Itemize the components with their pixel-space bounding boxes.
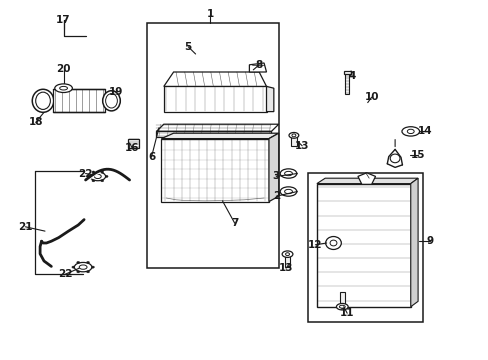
Ellipse shape xyxy=(77,271,80,273)
Ellipse shape xyxy=(407,129,413,134)
Bar xyxy=(290,136,296,146)
Ellipse shape xyxy=(77,261,80,264)
Polygon shape xyxy=(316,184,410,307)
Ellipse shape xyxy=(288,132,298,138)
Polygon shape xyxy=(343,71,350,74)
Ellipse shape xyxy=(74,262,92,272)
Bar xyxy=(284,254,290,267)
Polygon shape xyxy=(316,178,417,184)
Ellipse shape xyxy=(91,266,94,268)
Ellipse shape xyxy=(282,251,292,257)
Ellipse shape xyxy=(329,240,336,246)
Ellipse shape xyxy=(87,175,90,177)
Polygon shape xyxy=(357,173,375,184)
Polygon shape xyxy=(410,178,417,307)
Ellipse shape xyxy=(60,86,67,90)
Ellipse shape xyxy=(105,94,117,108)
Text: 16: 16 xyxy=(124,143,139,153)
Ellipse shape xyxy=(105,175,108,177)
Text: 21: 21 xyxy=(18,222,33,232)
Polygon shape xyxy=(266,86,273,112)
Text: 14: 14 xyxy=(417,126,432,136)
Ellipse shape xyxy=(291,134,295,137)
Ellipse shape xyxy=(94,174,101,179)
Text: 18: 18 xyxy=(28,117,43,127)
Ellipse shape xyxy=(55,84,72,93)
Text: 19: 19 xyxy=(109,87,123,97)
Polygon shape xyxy=(163,72,266,86)
Text: 22: 22 xyxy=(58,269,72,279)
Ellipse shape xyxy=(86,261,89,264)
Ellipse shape xyxy=(92,180,95,182)
Text: 6: 6 xyxy=(148,152,155,162)
Bar xyxy=(307,173,422,322)
Text: 3: 3 xyxy=(272,171,279,181)
Ellipse shape xyxy=(32,89,54,112)
Ellipse shape xyxy=(72,266,75,268)
Ellipse shape xyxy=(285,253,289,256)
Text: 4: 4 xyxy=(347,71,355,81)
Polygon shape xyxy=(249,63,266,72)
Ellipse shape xyxy=(92,171,95,173)
Text: 15: 15 xyxy=(410,150,425,160)
Polygon shape xyxy=(53,89,105,112)
Ellipse shape xyxy=(339,305,345,308)
Ellipse shape xyxy=(401,127,419,136)
Text: 13: 13 xyxy=(278,263,293,273)
Text: 13: 13 xyxy=(294,141,309,151)
Ellipse shape xyxy=(36,92,50,109)
Ellipse shape xyxy=(280,169,296,178)
Text: 10: 10 xyxy=(364,92,378,102)
Text: 7: 7 xyxy=(230,218,238,228)
Polygon shape xyxy=(128,139,139,148)
Ellipse shape xyxy=(284,189,292,194)
Ellipse shape xyxy=(280,187,296,196)
Polygon shape xyxy=(163,86,266,112)
Polygon shape xyxy=(156,124,278,131)
Polygon shape xyxy=(268,133,278,202)
Ellipse shape xyxy=(86,271,89,273)
Ellipse shape xyxy=(90,172,105,181)
Bar xyxy=(146,23,278,268)
Polygon shape xyxy=(156,131,271,137)
Text: 1: 1 xyxy=(206,9,213,19)
Ellipse shape xyxy=(79,265,87,269)
Ellipse shape xyxy=(389,154,399,163)
Text: 20: 20 xyxy=(56,64,71,74)
Ellipse shape xyxy=(284,171,292,176)
Ellipse shape xyxy=(101,180,103,182)
Ellipse shape xyxy=(101,171,103,173)
Text: 9: 9 xyxy=(426,236,433,246)
Text: 2: 2 xyxy=(272,191,279,201)
Text: 12: 12 xyxy=(307,240,322,250)
Text: 17: 17 xyxy=(56,15,71,25)
Bar xyxy=(339,292,344,307)
Polygon shape xyxy=(161,139,268,202)
Text: 22: 22 xyxy=(78,168,93,179)
Text: 5: 5 xyxy=(184,42,191,52)
Ellipse shape xyxy=(336,303,347,310)
Ellipse shape xyxy=(325,237,341,249)
Text: 8: 8 xyxy=(255,60,262,70)
Bar xyxy=(345,74,348,94)
Polygon shape xyxy=(161,133,278,139)
Ellipse shape xyxy=(102,91,120,111)
Text: 11: 11 xyxy=(339,308,354,318)
